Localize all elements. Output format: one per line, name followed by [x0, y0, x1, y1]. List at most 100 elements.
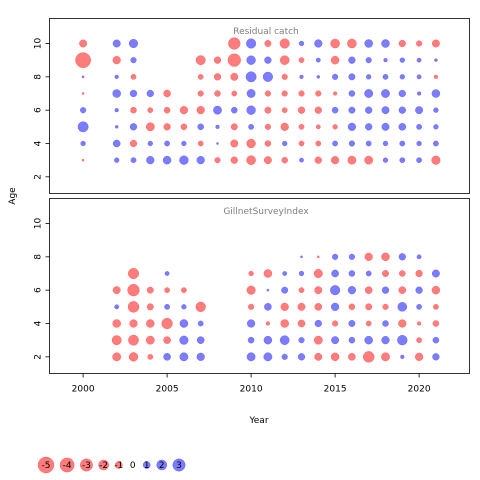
residual-bubble: [281, 353, 288, 360]
residual-bubble: [415, 106, 424, 115]
legend-label: -5: [41, 461, 50, 471]
panel-frame-bottom: [49, 198, 470, 374]
residual-bubble: [348, 253, 355, 260]
residual-bubble: [129, 139, 138, 148]
bubble-size-legend: -5 -4 -3 -2 -1 0 1 2 3: [37, 456, 186, 474]
legend-bubble: [114, 461, 123, 469]
residual-bubble: [264, 106, 272, 114]
residual-bubble: [434, 58, 438, 62]
residual-bubble: [348, 353, 356, 361]
residual-bubble: [347, 38, 357, 49]
residual-bubble: [179, 352, 189, 362]
residual-bubble: [298, 140, 305, 147]
y-tick-label: 8: [34, 74, 44, 80]
residual-bubble: [416, 74, 422, 80]
residual-bubble: [314, 156, 322, 164]
residual-bubble: [246, 352, 256, 362]
residual-bubble: [431, 155, 441, 165]
x-tick-label: 2020: [408, 385, 431, 395]
residual-bubble: [331, 106, 339, 114]
bubbles-top: [75, 37, 441, 165]
residual-bubble: [330, 285, 341, 296]
residual-bubble: [264, 90, 271, 97]
residual-bubble: [364, 252, 373, 261]
residual-bubble: [195, 55, 206, 66]
residual-bubble: [264, 303, 272, 311]
residual-bubble: [332, 253, 339, 260]
y-axis-title: Age: [8, 187, 18, 205]
residual-bubble: [112, 352, 122, 362]
residual-bubble: [332, 124, 338, 130]
residual-bubble: [112, 56, 121, 65]
residual-bubble: [130, 106, 137, 114]
residual-bubble: [180, 123, 188, 131]
residual-bubble: [432, 336, 440, 344]
residual-bubble: [315, 124, 321, 130]
residual-bubble: [112, 139, 121, 148]
residual-bubble: [216, 142, 219, 145]
residual-bubble: [197, 90, 204, 97]
residual-bubble: [164, 271, 170, 276]
x-tick-label: 2000: [72, 385, 95, 395]
residual-bubble: [196, 156, 205, 165]
residual-bubble: [280, 319, 289, 328]
legend-label: -2: [99, 461, 108, 471]
residual-bubble: [300, 255, 303, 259]
residual-bubble: [365, 106, 373, 114]
residual-bubble: [331, 336, 340, 345]
residual-bubble: [382, 320, 389, 327]
legend-label: 2: [159, 461, 165, 471]
residual-bubble: [246, 138, 256, 149]
residual-bubble: [348, 270, 356, 277]
legend-bubble: [80, 458, 93, 472]
residual-bubble: [197, 140, 204, 147]
residual-bubble: [246, 55, 256, 65]
residual-bubble: [128, 352, 139, 362]
residual-bubble: [248, 303, 255, 310]
residual-bubble: [364, 335, 373, 345]
residual-bubble: [433, 107, 439, 113]
residual-bubble: [381, 336, 390, 345]
residual-bubble: [247, 319, 256, 328]
residual-bubble: [299, 74, 304, 79]
residual-bubble: [416, 57, 422, 63]
residual-bubble: [433, 140, 439, 147]
residual-bubble: [364, 155, 374, 165]
x-tick-label: 2005: [156, 385, 179, 395]
residual-bubble: [281, 156, 288, 164]
residual-bubble: [330, 55, 340, 65]
residual-bubble: [246, 155, 256, 165]
residual-bubble: [298, 123, 305, 130]
residual-bubble: [333, 91, 338, 96]
residual-bubble: [398, 89, 406, 98]
residual-bubble: [282, 271, 288, 276]
residual-bubble: [416, 40, 423, 47]
residual-bubble: [365, 123, 373, 131]
residual-bubble: [398, 123, 407, 131]
residual-bubble: [348, 73, 356, 81]
residual-bubble: [129, 319, 138, 328]
residual-bubble: [196, 336, 205, 344]
residual-bubble: [147, 353, 154, 360]
residual-bubble: [247, 336, 255, 344]
residual-bubble: [130, 57, 137, 64]
residual-bubble: [348, 320, 356, 327]
residual-bubble: [381, 39, 390, 48]
residual-bubble: [431, 39, 440, 48]
residual-bubble: [214, 90, 221, 97]
residual-bubble: [197, 320, 204, 327]
residual-bubble: [197, 123, 204, 131]
residual-bubble: [314, 352, 323, 361]
residual-bubble: [213, 56, 222, 64]
residual-bubble: [111, 335, 122, 346]
residual-bubble: [114, 74, 119, 79]
residual-bubble: [163, 89, 171, 98]
residual-bubble: [128, 334, 139, 346]
residual-bubble: [297, 353, 306, 361]
residual-bubble: [228, 37, 241, 50]
residual-bubble: [317, 255, 320, 259]
bubbles-bottom: [111, 252, 441, 363]
residual-bubble: [365, 140, 372, 147]
residual-bubble: [112, 286, 121, 295]
residual-bubble: [248, 123, 254, 130]
